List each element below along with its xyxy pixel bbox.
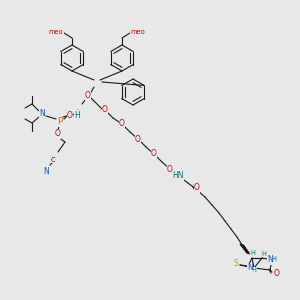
- Text: HN: HN: [172, 172, 184, 181]
- Text: O: O: [194, 184, 200, 193]
- Text: O: O: [55, 130, 61, 139]
- Text: O: O: [167, 164, 173, 173]
- Text: O: O: [102, 106, 108, 115]
- Text: H: H: [74, 110, 80, 119]
- Text: meo: meo: [49, 29, 63, 35]
- Text: meo: meo: [130, 29, 146, 35]
- Text: S: S: [234, 260, 239, 268]
- Text: O: O: [67, 110, 73, 119]
- Text: O: O: [135, 134, 141, 143]
- Text: H: H: [252, 267, 256, 273]
- Text: H: H: [262, 251, 266, 257]
- Text: O: O: [85, 92, 91, 100]
- Polygon shape: [240, 244, 248, 253]
- Polygon shape: [241, 245, 249, 253]
- Text: O: O: [119, 119, 125, 128]
- Text: P: P: [57, 118, 63, 127]
- Text: O: O: [274, 269, 280, 278]
- Text: C: C: [51, 157, 55, 163]
- Text: O: O: [151, 149, 157, 158]
- Text: H: H: [272, 256, 276, 262]
- Text: N: N: [43, 167, 49, 176]
- Text: H: H: [250, 250, 255, 256]
- Text: N: N: [267, 256, 273, 265]
- Text: N: N: [247, 263, 253, 272]
- Text: N: N: [39, 110, 45, 118]
